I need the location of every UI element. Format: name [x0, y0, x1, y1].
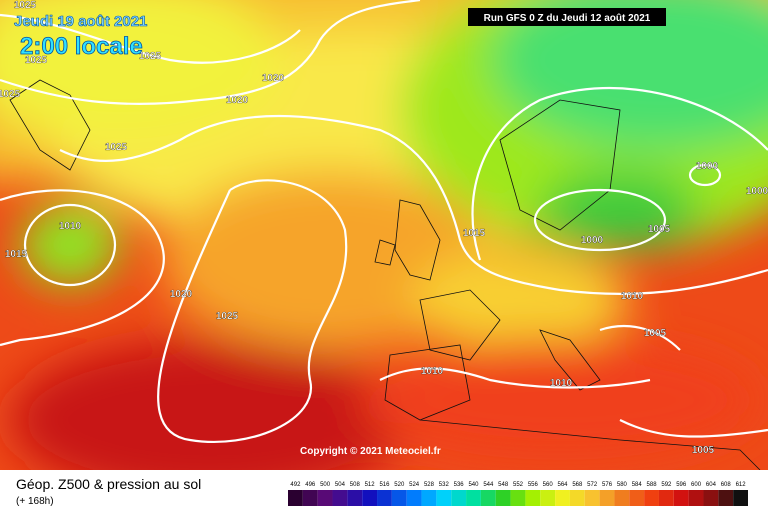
- color-swatch: [629, 490, 645, 506]
- colorbar-label: 592: [661, 482, 672, 488]
- color-swatch: [688, 490, 704, 506]
- color-swatch: [466, 490, 481, 506]
- colorbar-label: 552: [513, 482, 524, 488]
- isobar-label: 1020: [262, 73, 285, 84]
- color-swatch: [377, 490, 392, 506]
- isobar-label: 1025: [105, 142, 128, 153]
- colorbar-label: 512: [365, 482, 376, 488]
- color-swatch: [436, 490, 452, 506]
- color-swatch: [614, 490, 630, 506]
- color-swatch: [673, 490, 689, 506]
- isobar-label: 1005: [648, 224, 671, 235]
- colorbar-label: 528: [424, 482, 435, 488]
- colorbar-label: 516: [379, 482, 390, 488]
- colorbar-label: 504: [335, 482, 346, 488]
- isobar-label: 1005: [692, 445, 715, 456]
- isobar-label: 1020: [226, 95, 249, 106]
- color-swatch: [421, 490, 437, 506]
- isobar-label: 1000: [696, 161, 719, 172]
- colorbar: 492 496 500 504 508 512 516 520 524 528 532 536 540 5…: [288, 482, 748, 506]
- color-swatch: [658, 490, 674, 506]
- colorbar-label: 500: [320, 482, 331, 488]
- colorbar-label: 608: [721, 482, 732, 488]
- colorbar-label: 604: [706, 482, 717, 488]
- colorbar-label: 492: [290, 482, 301, 488]
- colorbar-label: 524: [409, 482, 420, 488]
- color-swatch: [718, 490, 734, 506]
- colorbar-label: 496: [305, 482, 316, 488]
- color-swatch: [288, 490, 303, 506]
- color-swatch: [406, 490, 422, 506]
- color-swatch: [332, 490, 348, 506]
- forecast-time: 2:00 locale: [20, 33, 143, 60]
- isobars: [0, 0, 768, 444]
- run-info: Run GFS 0 Z du Jeudi 12 août 2021: [484, 13, 651, 24]
- colorbar-label: 564: [558, 482, 569, 488]
- isobar-label: 1005: [644, 328, 667, 339]
- color-swatch: [555, 490, 570, 506]
- color-swatch: [525, 490, 541, 506]
- color-swatch: [644, 490, 659, 506]
- colorbar-label: 508: [350, 482, 361, 488]
- colorbar-label: 612: [736, 482, 747, 488]
- isobar-label: 1015: [5, 249, 28, 260]
- color-swatch: [569, 490, 585, 506]
- isobar-label: 1000: [746, 186, 768, 197]
- colorbar-label: 568: [572, 482, 583, 488]
- colorbar-label: 556: [528, 482, 539, 488]
- colorbar-label: 536: [454, 482, 465, 488]
- isobar-label: 1025: [14, 0, 37, 11]
- colorbar-label: 588: [647, 482, 658, 488]
- color-swatch: [540, 490, 556, 506]
- color-swatch: [391, 490, 407, 506]
- colorbar-label: 576: [602, 482, 613, 488]
- color-swatch: [347, 490, 363, 506]
- color-swatch: [495, 490, 511, 506]
- isobar-label: 1025: [216, 311, 239, 322]
- colorbar-label: 520: [394, 482, 405, 488]
- legend-title: Géop. Z500 & pression au sol: [16, 476, 201, 492]
- legend-subtitle: (+ 168h): [16, 496, 54, 507]
- colorbar-label: 532: [439, 482, 450, 488]
- run-box: [468, 8, 666, 26]
- color-swatch: [733, 490, 748, 506]
- isobar-labels: 1025 1025 1025 1020 1020 1025 1010 1015 1020 1025…: [0, 0, 768, 456]
- colorbar-label: 540: [468, 482, 479, 488]
- color-swatch: [317, 490, 333, 506]
- isobar-label: 1025: [0, 89, 21, 100]
- colorbar-label: 548: [498, 482, 509, 488]
- colorbar-label: 600: [691, 482, 702, 488]
- isobar-label: 1025: [139, 51, 162, 62]
- color-swatch: [599, 490, 615, 506]
- forecast-date: Jeudi 19 août 2021: [14, 13, 147, 30]
- isobar-label: 1020: [170, 289, 193, 300]
- colorbar-label: 580: [617, 482, 628, 488]
- color-swatch: [480, 490, 496, 506]
- isobar-label: 1010: [550, 378, 573, 389]
- color-swatch: [302, 490, 318, 506]
- isobar-label: 1010: [621, 291, 644, 302]
- color-swatch: [510, 490, 526, 506]
- color-swatch: [362, 490, 378, 506]
- copyright: Copyright © 2021 Meteociel.fr: [300, 446, 441, 457]
- isobar-label: 1025: [25, 55, 48, 66]
- color-swatch: [703, 490, 719, 506]
- isobar-label: 1010: [59, 221, 82, 232]
- colorbar-label: 544: [483, 482, 494, 488]
- colorbar-label: 584: [632, 482, 643, 488]
- colorbar-label: 596: [676, 482, 687, 488]
- isobar-label: 1000: [581, 235, 604, 246]
- isobar-label: 1015: [463, 228, 486, 239]
- colorbar-label: 572: [587, 482, 598, 488]
- colorbar-label: 560: [543, 482, 554, 488]
- color-swatch: [451, 490, 467, 506]
- coastlines: [9, 79, 761, 471]
- color-swatch: [584, 490, 600, 506]
- isobar-label: 1010: [421, 366, 444, 377]
